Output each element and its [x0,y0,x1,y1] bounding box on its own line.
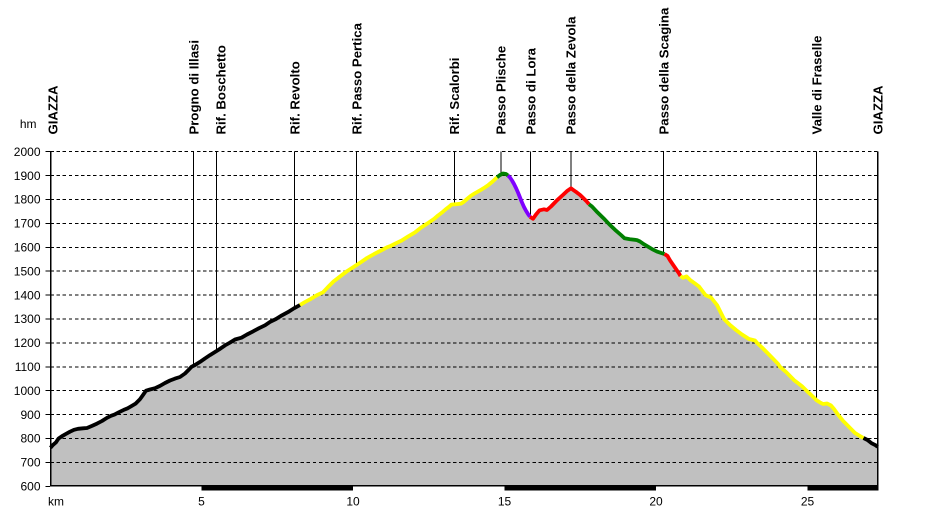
svg-text:Rif. Revolto: Rif. Revolto [287,61,302,134]
svg-text:Rif. Scalorbi: Rif. Scalorbi [447,58,462,135]
svg-text:1400: 1400 [14,288,41,302]
svg-text:25: 25 [801,495,815,509]
svg-text:1700: 1700 [14,217,41,231]
svg-text:1800: 1800 [14,193,41,207]
svg-text:1900: 1900 [14,169,41,183]
svg-text:Progno di Illasi: Progno di Illasi [186,40,201,135]
svg-text:Valle di Fraselle: Valle di Fraselle [810,36,825,135]
svg-text:1300: 1300 [14,312,41,326]
svg-text:Rif. Passo Pertica: Rif. Passo Pertica [349,22,364,134]
svg-text:900: 900 [20,408,40,422]
svg-text:700: 700 [20,456,40,470]
svg-text:2000: 2000 [14,145,41,159]
svg-text:1100: 1100 [15,360,41,374]
svg-text:GIAZZA: GIAZZA [45,85,60,135]
svg-text:20: 20 [649,495,663,509]
svg-text:1000: 1000 [14,384,41,398]
svg-text:1200: 1200 [14,336,41,350]
svg-text:Passo Plische: Passo Plische [494,46,509,135]
svg-text:hm: hm [20,117,37,131]
svg-text:10: 10 [346,495,360,509]
svg-text:GIAZZA: GIAZZA [871,85,886,135]
svg-text:Passo di Lora: Passo di Lora [524,47,539,134]
svg-text:15: 15 [498,495,512,509]
svg-text:km: km [48,495,64,509]
svg-text:600: 600 [20,480,40,494]
svg-text:5: 5 [198,495,205,509]
svg-text:800: 800 [20,432,40,446]
svg-text:1600: 1600 [14,241,41,255]
svg-text:Passo della Zevola: Passo della Zevola [564,16,579,135]
svg-text:Rif. Boschetto: Rif. Boschetto [214,45,229,134]
svg-text:1500: 1500 [14,264,41,278]
svg-text:Passo della Scagina: Passo della Scagina [657,7,672,134]
